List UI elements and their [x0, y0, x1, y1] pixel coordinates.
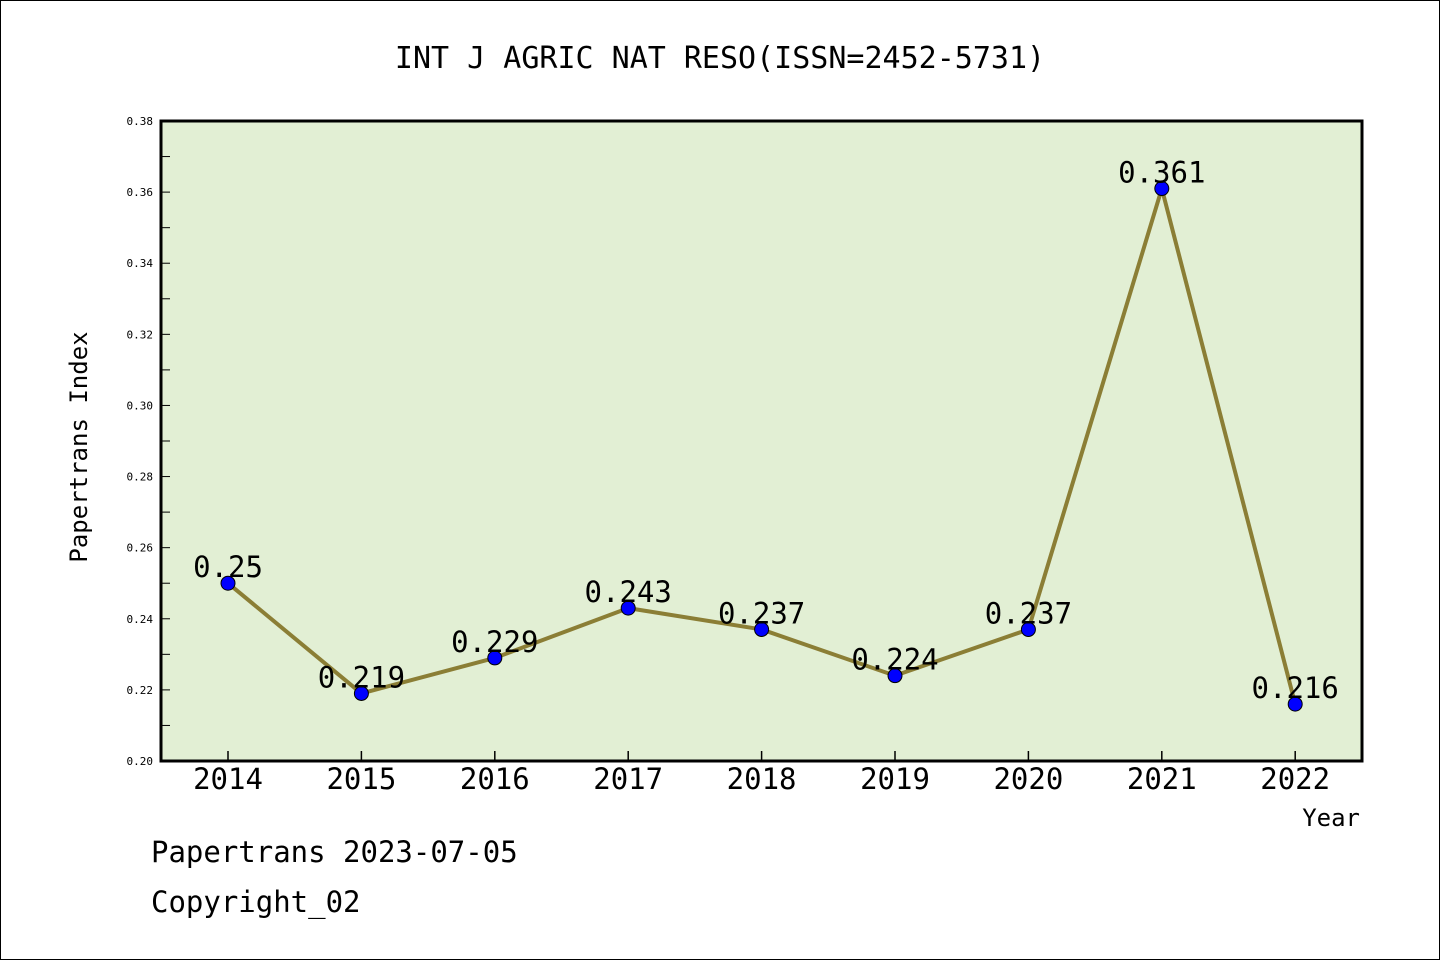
- data-point: [220, 575, 236, 591]
- plot-area: [161, 121, 1362, 761]
- data-point: [754, 621, 770, 637]
- data-label: 0.219: [318, 660, 405, 694]
- data-point: [1287, 696, 1303, 712]
- data-label: 0.243: [585, 575, 672, 609]
- y-tick-label: 0.38: [127, 115, 154, 128]
- data-point: [1020, 621, 1036, 637]
- data-point: [887, 668, 903, 684]
- y-tick-label: 0.32: [127, 328, 154, 341]
- y-axis: 0.20 0.22 0.24 0.26 0.28 0.30 0.32 0.34 0.36 0.38: [127, 115, 170, 768]
- y-tick-label: 0.22: [127, 684, 154, 697]
- footer-copyright: Copyright_02: [151, 885, 361, 919]
- y-tick-label: 0.24: [127, 613, 154, 626]
- data-point: [1154, 181, 1170, 197]
- x-tick-label: 2015: [326, 762, 396, 796]
- y-axis-label: Papertrans Index: [65, 331, 93, 562]
- data-label: 0.237: [985, 596, 1072, 630]
- x-tick-label: 2019: [860, 762, 930, 796]
- y-tick-label: 0.28: [127, 471, 154, 484]
- data-label: 0.361: [1118, 156, 1205, 190]
- x-tick-label: 2014: [193, 762, 263, 796]
- plot-frame: [159, 119, 1364, 763]
- x-tick-label: 2018: [727, 762, 797, 796]
- data-label: 0.237: [718, 596, 805, 630]
- data-point: [353, 685, 369, 701]
- y-tick-label: 0.30: [127, 399, 154, 412]
- footer-date: Papertrans 2023-07-05: [151, 835, 518, 869]
- data-point: [487, 650, 503, 666]
- data-label: 0.224: [851, 643, 938, 677]
- x-tick-label: 2017: [593, 762, 663, 796]
- y-tick-label: 0.26: [127, 542, 154, 555]
- data-point: [620, 600, 636, 616]
- y-tick-label: 0.36: [127, 186, 154, 199]
- data-label: 0.216: [1252, 671, 1339, 705]
- series-layer: 0.25 0.219 0.229 0.243 0.237 0.224 0.237 0.361 0…: [193, 156, 1339, 712]
- x-tick-label: 2020: [993, 762, 1063, 796]
- y-tick-label: 0.34: [127, 257, 154, 270]
- x-tick-label: 2022: [1260, 762, 1330, 796]
- y-tick-label: 0.20: [127, 755, 154, 768]
- x-axis-label: Year: [1302, 804, 1360, 832]
- x-tick-label: 2016: [460, 762, 530, 796]
- x-axis: 2014 2015 2016 2017 2018 2019 2020 2021 2022: [193, 751, 1330, 796]
- x-tick-label: 2021: [1127, 762, 1197, 796]
- data-label: 0.229: [451, 625, 538, 659]
- chart-title: INT J AGRIC NAT RESO(ISSN=2452-5731): [395, 41, 1045, 76]
- data-label: 0.25: [193, 550, 263, 584]
